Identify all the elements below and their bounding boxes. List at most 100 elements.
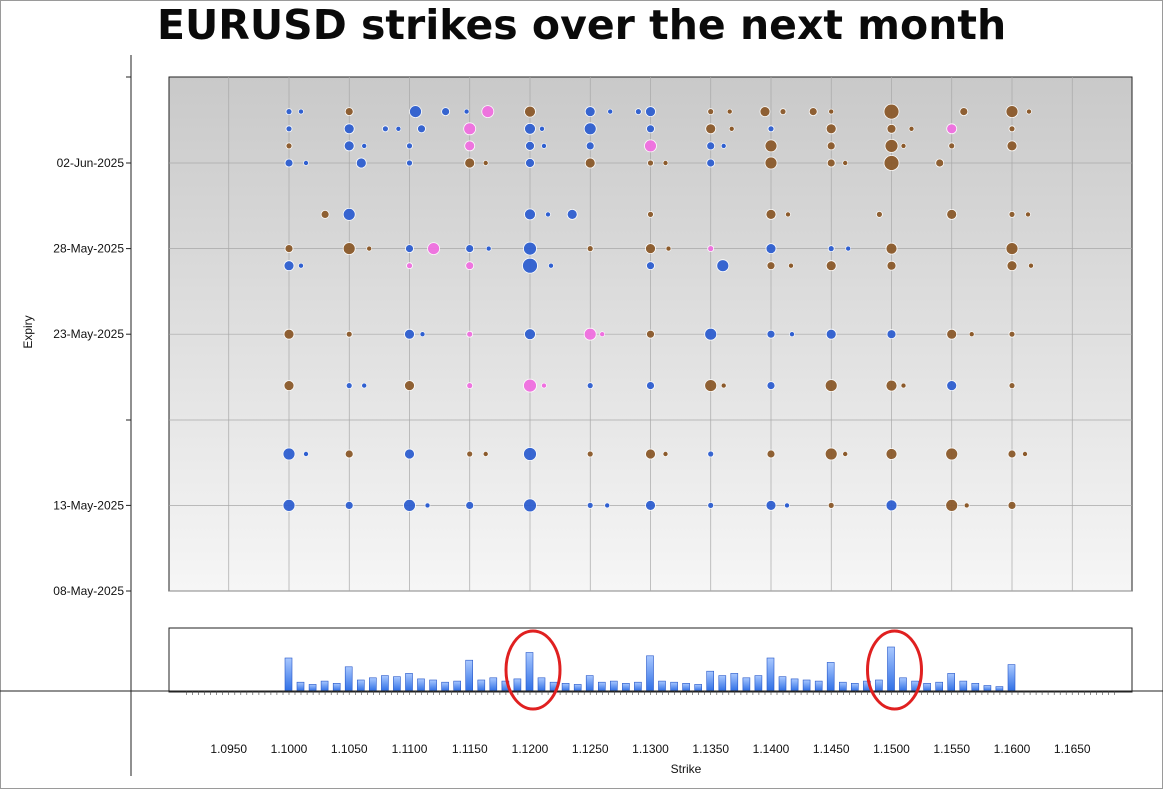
bubble-point	[545, 211, 551, 218]
histogram-bar	[453, 680, 462, 692]
bubble-point	[524, 208, 536, 221]
bubble-point	[409, 105, 422, 118]
bubble-point	[282, 498, 296, 512]
bubble-point	[706, 141, 716, 151]
histogram-bar	[393, 676, 401, 692]
histogram-bar	[850, 682, 859, 692]
bubble-point	[298, 262, 304, 269]
bubble-point	[1006, 140, 1018, 152]
bubble-point	[885, 242, 898, 255]
bubble-point	[705, 123, 717, 135]
bubble-point	[355, 157, 367, 169]
x-tick-label: 1.1650	[1054, 742, 1091, 756]
bubble-point	[404, 448, 415, 460]
x-tick-label: 1.1450	[813, 742, 850, 756]
x-axis-title: Strike	[671, 762, 702, 776]
histogram-bar	[441, 681, 449, 692]
histogram-bar	[742, 677, 751, 692]
bubble-point	[828, 108, 835, 115]
histogram-bar	[465, 659, 474, 692]
bubble-point	[766, 261, 776, 271]
bubble-point	[886, 260, 897, 271]
histogram-bar	[634, 681, 642, 692]
bubble-point	[662, 160, 669, 166]
bubble-point	[1006, 260, 1018, 272]
bubble-point	[707, 450, 715, 458]
bubble-point	[766, 329, 776, 339]
bubble-point	[645, 243, 656, 255]
bubble-point	[481, 105, 495, 118]
histogram-bar	[368, 677, 377, 692]
histogram-bar	[959, 680, 968, 692]
bubble-point	[283, 260, 295, 272]
highlight-annotations	[504, 629, 923, 711]
bubble-point	[541, 143, 547, 149]
bubble-point	[285, 108, 293, 115]
bubble-point	[646, 381, 655, 391]
bubble-point	[946, 123, 958, 135]
histogram-bar	[405, 673, 413, 692]
bubble-point	[482, 451, 489, 457]
histogram-bar	[670, 681, 678, 692]
bubble-point	[525, 158, 535, 168]
bubble-point	[441, 107, 451, 116]
bubble-point	[523, 447, 537, 461]
bubble-point	[1025, 211, 1031, 218]
bubble-point	[784, 502, 790, 509]
bubble-point	[1008, 210, 1016, 218]
bubble-point	[645, 106, 656, 117]
bubble-point	[935, 158, 945, 168]
bubble-point	[524, 122, 536, 135]
bubble-point	[945, 498, 959, 512]
bubble-point	[645, 499, 656, 511]
bubble-point	[826, 141, 836, 151]
bubble-point	[1008, 330, 1016, 338]
bubble-point	[646, 261, 655, 271]
bubble-point	[885, 379, 898, 392]
bubble-point	[1005, 105, 1019, 118]
bubble-point	[466, 450, 474, 458]
bubble-point	[585, 141, 595, 151]
bubble-point	[403, 498, 416, 512]
bubble-point	[522, 257, 538, 274]
x-minor-ticks	[186, 691, 1115, 695]
y-tick-label: 08-May-2025	[53, 584, 124, 598]
x-tick-label: 1.1100	[392, 742, 428, 756]
bubble-point	[946, 380, 958, 392]
bubble-point	[583, 122, 597, 136]
bubble-point	[900, 143, 907, 149]
bubble-point	[645, 448, 656, 460]
bubble-point	[764, 156, 778, 170]
histogram-bar	[1007, 664, 1016, 692]
bubble-point	[584, 106, 596, 117]
bubble-point	[825, 123, 837, 135]
bubble-point	[885, 448, 898, 460]
bubble-point	[842, 451, 849, 457]
histogram-bar	[971, 682, 980, 692]
histogram-bar	[718, 675, 727, 692]
bubble-point	[765, 208, 777, 220]
bubble-point	[728, 126, 735, 132]
histogram-bar	[417, 678, 425, 692]
histogram-bar	[826, 662, 835, 692]
histogram-bar	[766, 657, 775, 692]
bubble-point	[381, 125, 389, 133]
bubble-point	[808, 107, 818, 116]
histogram-bar	[899, 677, 907, 692]
bubble-point	[404, 380, 415, 392]
x-tick-labels: 1.0950 1.1000 1.1050 1.1100 1.1150 1.1200 1.12…	[210, 742, 1091, 756]
bubble-point	[968, 331, 975, 338]
x-tick-label: 1.1050	[331, 742, 368, 756]
histogram-bar	[561, 682, 570, 692]
histogram-bar	[995, 686, 1004, 692]
bubble-point	[662, 451, 669, 457]
histogram-bar	[875, 679, 883, 692]
bubble-point	[283, 380, 295, 392]
histogram-bar	[477, 679, 486, 692]
histogram-bar	[730, 673, 739, 692]
bubble-point	[303, 160, 309, 166]
bubble-point	[766, 449, 776, 459]
bubble-point	[465, 500, 475, 510]
bubble-point	[345, 382, 353, 390]
